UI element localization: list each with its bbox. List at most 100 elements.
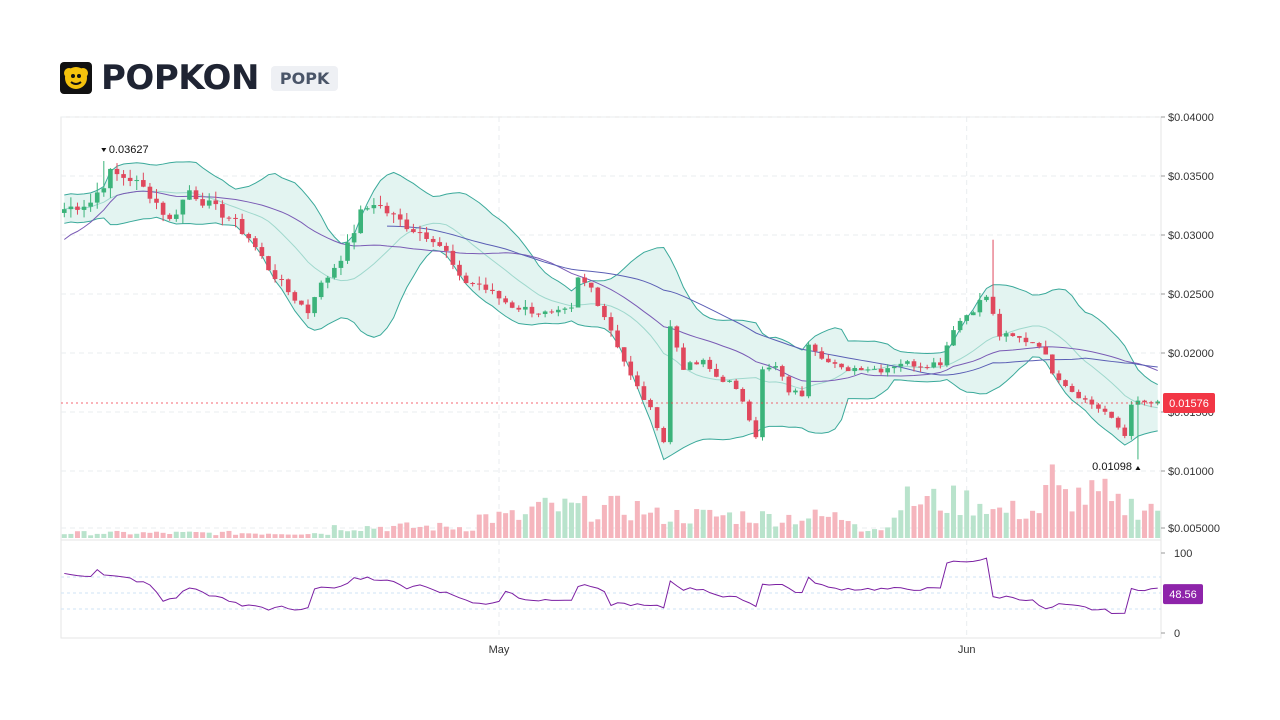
candle-body [404,219,410,230]
volume-bar [509,510,515,538]
volume-bar [839,519,845,538]
volume-bar [81,531,87,538]
candle-body [1076,391,1081,399]
moving-average-short [63,190,1158,382]
candle-body [88,202,93,207]
candle-body [839,363,844,368]
volume-bar [661,523,667,538]
candle-body [536,313,541,315]
rsi-tick-label: 0 [1174,628,1180,640]
volume-bar [318,533,324,538]
candle-body [588,282,594,288]
candle-body [1043,346,1049,355]
candle-body [661,427,666,443]
candle-body [266,256,271,271]
volume-bar [1128,498,1134,538]
volume-bar [443,526,449,538]
volume-bar [101,533,107,538]
candle-body [476,283,482,285]
volume-bar [575,503,581,538]
candle-body [312,297,317,314]
candle-body [621,347,627,362]
high-price-label: 0.03627 [109,144,149,156]
volume-bar [792,524,798,538]
volume-bar [713,516,719,538]
volume-bar [417,526,423,538]
volume-bar [806,518,812,538]
candle-body [206,200,212,206]
volume-bar [562,498,568,538]
volume-bar [601,504,607,538]
candle-body [233,217,238,219]
volume-bar [891,517,897,538]
volume-bar [1095,491,1101,538]
candle-body [1063,380,1068,387]
volume-bar [740,511,746,538]
candle-body [1142,400,1147,403]
volume-bar [457,527,463,538]
candle-body [681,347,686,370]
annotations: 0.03627 0.01098 0.01576 48.56 [61,144,1215,605]
volume-bar [654,507,660,538]
y-tick-label: $0.005000 [1168,523,1220,535]
candle-body [496,291,502,299]
rsi-line [64,557,1158,614]
volume-bar [1062,489,1068,538]
volume-bar [371,528,377,538]
volume-bar [61,534,67,538]
candle-body [582,277,587,283]
volume-bar [720,515,726,538]
candle-body [608,317,614,331]
volume-bar [233,534,239,538]
volume-bar [542,497,548,538]
candle-body [167,214,172,219]
candle-body [569,307,574,309]
candle-body [984,296,989,301]
volume-bar [951,485,957,538]
chart-header: POPKON POPK [60,58,339,98]
candle-body [740,389,746,402]
candle-body [94,192,100,203]
candle-body [595,287,601,306]
candle-body [246,234,252,239]
popkon-logo-icon [60,62,92,94]
volume-bar [628,520,634,538]
volume-bar [450,529,456,538]
candle-body [575,277,581,308]
volume-bar [496,511,502,538]
candle-body [714,368,719,377]
volume-bar [1056,485,1062,538]
volume-bar [68,533,74,538]
volume-bar [944,512,950,538]
volume-bar [536,501,542,538]
volume-bar [265,533,271,538]
volume-bar [167,533,173,538]
candle-body [872,368,877,370]
volume-bar [759,511,765,538]
candle-body [305,304,311,314]
candle-body [325,277,331,283]
candle-body [523,306,528,310]
volume-bar [568,502,574,538]
candle-body [371,205,377,209]
volume-bar [680,523,686,538]
volume-bar [252,533,258,538]
candle-body [1115,417,1121,428]
volume-bar [134,533,140,538]
volume-bar [549,502,555,538]
candle-body [891,366,897,369]
volume-bar [667,521,673,538]
volume-bar [957,515,963,538]
y-tick-label: $0.04000 [1168,112,1214,124]
volume-bar [1076,487,1082,538]
volume-bar [107,531,113,538]
y-tick-label: $0.01000 [1168,466,1214,478]
candle-body [470,283,475,285]
volume-bar [94,533,100,538]
candle-body [193,190,199,200]
bollinger-upper-line [64,161,1158,386]
volume-bar [463,531,469,538]
volume-bar [121,531,127,538]
candle-body [819,351,825,359]
